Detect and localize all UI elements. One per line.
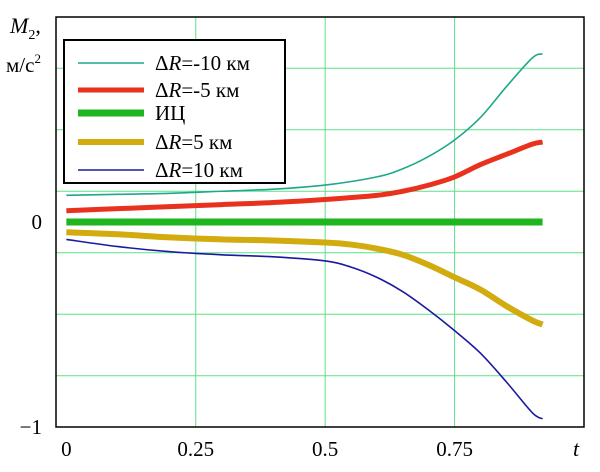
legend-label: ИЦ [155,101,185,125]
y-axis-label-sub: 2 [28,28,35,43]
y-tick-label: 0 [32,210,43,234]
legend-label: ΔR=-5 км [155,78,239,102]
series-line-4 [66,229,544,328]
x-tick-label: 0.75 [436,437,473,461]
series-line-1 [66,53,543,197]
y-axis-unit: м/с [6,53,34,77]
x-tick-label: 0.5 [312,437,338,461]
tick-labels: 0 0.25 0.5 0.75 0 −1 [20,210,473,461]
y-axis-label-comma: , [35,13,41,38]
y-tick-label: −1 [20,415,42,439]
legend-label: ΔR=10 км [155,158,243,182]
svg-text:M2,: M2, [9,13,41,43]
grid-lines [56,17,584,427]
series-lines [66,53,544,420]
plot-frame [55,16,585,428]
x-tick-label: 0 [61,437,72,461]
legend-label: ΔR=5 км [155,130,232,154]
svg-text:м/с2: м/с2 [6,51,41,77]
series-line-5 [66,238,543,420]
x-axis-label: t [573,436,580,461]
series-line-2 [66,139,544,214]
y-axis-label: M2, м/с2 [6,13,41,77]
legend-label: ΔR=-10 км [155,51,250,75]
y-axis-unit-sup: 2 [34,51,41,66]
y-axis-label-main: M [9,13,30,38]
x-tick-label: 0.25 [177,437,214,461]
